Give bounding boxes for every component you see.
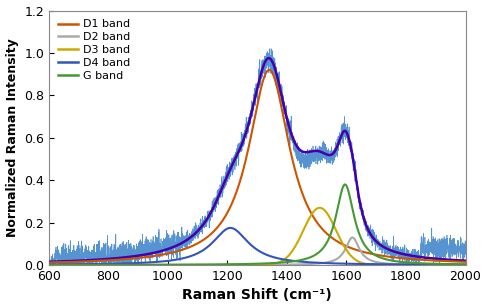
X-axis label: Raman Shift (cm⁻¹): Raman Shift (cm⁻¹) — [182, 289, 332, 302]
Y-axis label: Normalized Raman Intensity: Normalized Raman Intensity — [5, 38, 19, 237]
Legend: D1 band, D2 band, D3 band, D4 band, G band: D1 band, D2 band, D3 band, D4 band, G ba… — [55, 16, 134, 84]
